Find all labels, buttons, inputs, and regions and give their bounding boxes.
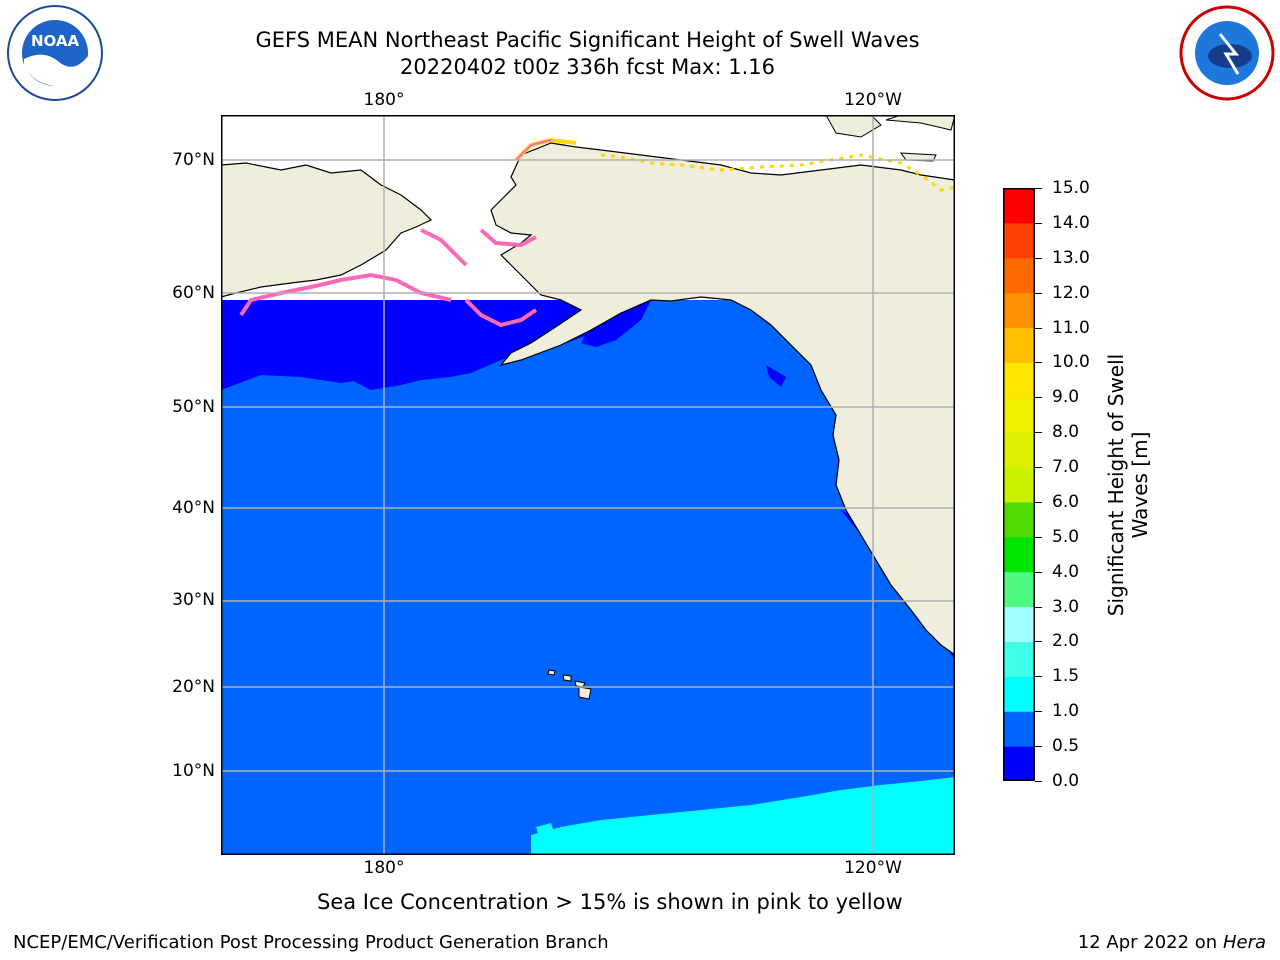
higher-swell-patch: [536, 823, 556, 843]
colorbar-tick-mark: [1035, 606, 1042, 608]
lat-label-20n: 20°N: [172, 677, 215, 697]
date-prefix: 12 Apr 2022 on: [1077, 932, 1223, 953]
colorbar-tick-label: 15.0: [1052, 178, 1090, 198]
colorbar-tick-mark: [1035, 292, 1042, 294]
colorbar-band: [1003, 467, 1035, 503]
colorbar-tick-mark: [1035, 501, 1042, 503]
chart-subtitle: 20220402 t00z 336h fcst Max: 1.16: [400, 55, 775, 79]
land-oahu: [562, 674, 572, 682]
sea-ice-edge-chukchi-pink: [515, 139, 552, 161]
colorbar-band: [1003, 501, 1035, 538]
colorbar-tick-mark: [1035, 781, 1042, 782]
date-machine: Hera: [1222, 932, 1266, 953]
colorbar-tick-label: 1.5: [1052, 666, 1080, 687]
colorbar-tick-label: 9.0: [1052, 387, 1080, 408]
colorbar-band: [1003, 571, 1035, 608]
colorbar-band: [1003, 397, 1035, 433]
colorbar-tick-mark: [1035, 397, 1042, 399]
low-swell-aleutian: [221, 300, 651, 390]
lat-label-60n: 60°N: [172, 283, 215, 303]
colorbar-tick-label: 8.0: [1052, 422, 1080, 443]
credit-text: NCEP/EMC/Verification Post Processing Pr…: [13, 932, 609, 953]
colorbar-tick-label: 11.0: [1052, 317, 1090, 338]
noaa-logo-text: NOAA: [31, 32, 80, 50]
colorbar-tick-label: 14.0: [1052, 212, 1090, 233]
colorbar-band: [1003, 536, 1035, 573]
colorbar-label-line1: Significant Height of Swell: [1104, 353, 1128, 617]
lat-label-30n: 30°N: [172, 590, 215, 610]
colorbar-tick-label: 6.0: [1052, 491, 1080, 512]
colorbar-band: [1003, 188, 1035, 224]
colorbar-tick-mark: [1035, 327, 1042, 329]
colorbar-band: [1003, 676, 1035, 712]
land-arctic-island-1: [825, 115, 882, 138]
colorbar-band: [1003, 257, 1035, 294]
land-siberia: [221, 162, 433, 298]
low-swell-bc: [766, 365, 786, 387]
colorbar-tick-mark: [1035, 222, 1042, 224]
sea-ice-note: Sea Ice Concentration > 15% is shown in …: [317, 890, 903, 914]
colorbar-tick-label: 13.0: [1052, 247, 1090, 268]
colorbar-tick-label: 7.0: [1052, 457, 1080, 478]
map-frame: [221, 115, 955, 855]
colorbar-tick-label: 4.0: [1052, 561, 1080, 582]
colorbar-band: [1003, 432, 1035, 468]
noaa-logo: NOAA: [7, 5, 103, 101]
lat-label-10n: 10°N: [172, 761, 215, 781]
colorbar-band: [1003, 711, 1035, 747]
colorbar-tick-label: 0.5: [1052, 736, 1080, 757]
lat-label-40n: 40°N: [172, 498, 215, 518]
graticule: [221, 115, 955, 855]
lon-label-180-bottom: 180°: [363, 858, 405, 878]
colorbar-tick-mark: [1035, 641, 1042, 643]
colorbar-label-line2: Waves [m]: [1128, 431, 1152, 539]
colorbar-tick-label: 5.0: [1052, 526, 1080, 547]
colorbar-tick-mark: [1035, 676, 1042, 678]
colorbar-tick-mark: [1035, 188, 1042, 189]
colorbar-band: [1003, 222, 1035, 259]
colorbar-tick-label: 2.0: [1052, 631, 1080, 652]
colorbar-frame: [1003, 188, 1035, 781]
colorbar-band: [1003, 327, 1035, 363]
colorbar-band: [1003, 746, 1035, 781]
colorbar-tick-label: 0.0: [1052, 771, 1080, 791]
nws-logo: [1179, 5, 1275, 101]
date-text: 12 Apr 2022 on Hera: [1078, 932, 1266, 953]
colorbar-tick-label: 12.0: [1052, 282, 1090, 303]
colorbar-tick-mark: [1035, 467, 1042, 469]
colorbar-tick-mark: [1035, 571, 1042, 573]
colorbar-tick-mark: [1035, 432, 1042, 434]
land-alaska-canada: [490, 142, 955, 656]
colorbar-tick-mark: [1035, 536, 1042, 538]
colorbar-band: [1003, 362, 1035, 398]
colorbar-tick-label: 10.0: [1052, 352, 1090, 373]
colorbar-band: [1003, 292, 1035, 329]
map-panel: [221, 115, 955, 855]
lat-label-70n: 70°N: [172, 150, 215, 170]
colorbar-band: [1003, 641, 1035, 677]
lon-label-180-top: 180°: [363, 90, 405, 110]
chart-title: GEFS MEAN Northeast Pacific Significant …: [255, 28, 920, 52]
lat-label-50n: 50°N: [172, 397, 215, 417]
colorbar-tick-mark: [1035, 257, 1042, 259]
colorbar-band: [1003, 606, 1035, 642]
lon-label-120w-top: 120°W: [844, 90, 902, 110]
land-big-island: [578, 686, 592, 700]
colorbar: [1003, 188, 1035, 781]
colorbar-tick-mark: [1035, 746, 1042, 748]
sea-ice-edge-norton: [420, 228, 468, 267]
higher-swell-south: [531, 777, 955, 855]
land-kauai: [547, 669, 556, 676]
colorbar-label: Significant Height of Swell Waves [m]: [1104, 325, 1152, 645]
lon-label-120w-bottom: 120°W: [844, 858, 902, 878]
sea-ice-edge-beaufort: [600, 153, 955, 192]
colorbar-tick-label: 1.0: [1052, 701, 1080, 722]
land-arctic-island-3: [899, 152, 937, 162]
colorbar-tick-mark: [1035, 362, 1042, 364]
sea-ice-edge-bering: [239, 272, 452, 317]
colorbar-tick-label: 3.0: [1052, 596, 1080, 617]
colorbar-tick-mark: [1035, 711, 1042, 713]
sea-ice-edge-kotzebue: [479, 228, 537, 248]
sea-ice-edge-bristol: [464, 298, 538, 328]
